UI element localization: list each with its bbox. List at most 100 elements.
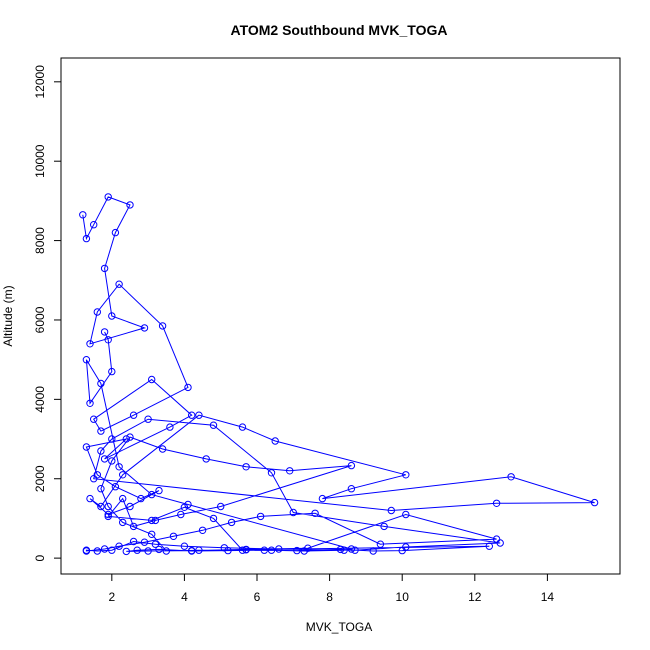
chart-title: ATOM2 Southbound MVK_TOGA — [231, 22, 448, 38]
data-point — [79, 211, 87, 219]
data-point — [82, 234, 91, 243]
data-point — [82, 356, 91, 364]
data-point — [119, 494, 127, 503]
data-point — [133, 546, 141, 554]
data-point — [177, 510, 185, 519]
data-point — [86, 494, 94, 503]
data-point — [293, 546, 301, 555]
data-point — [100, 455, 109, 463]
data-point — [82, 547, 91, 555]
data-point — [115, 542, 123, 550]
y-tick-label: 6000 — [33, 306, 47, 333]
data-point — [100, 545, 109, 553]
data-point — [108, 546, 116, 554]
data-point — [227, 518, 236, 527]
data-point — [122, 435, 131, 443]
x-tick-label: 14 — [541, 590, 555, 604]
data-point — [209, 421, 218, 429]
data-point — [97, 379, 105, 388]
data-point — [93, 547, 102, 555]
data-point — [286, 467, 294, 475]
data-point — [188, 411, 196, 419]
data-point — [122, 547, 131, 556]
data-point — [336, 545, 345, 554]
data-point — [108, 367, 116, 376]
data-point — [155, 545, 163, 554]
x-tick-label: 8 — [326, 590, 333, 604]
data-point — [242, 463, 250, 471]
data-point — [351, 546, 359, 554]
data-point — [256, 512, 265, 521]
data-point — [100, 264, 109, 273]
data-point — [97, 485, 105, 493]
data-point — [108, 312, 116, 320]
y-tick-label: 2000 — [33, 465, 47, 492]
data-point — [104, 336, 112, 344]
data-point — [144, 547, 152, 555]
data-point — [260, 546, 268, 554]
data-point — [90, 415, 98, 423]
x-tick-label: 4 — [181, 590, 188, 604]
x-axis: 2 4 6 8 10 12 14 — [108, 573, 555, 604]
data-point — [289, 508, 297, 517]
y-tick-label: 4000 — [33, 386, 47, 413]
profile-line — [82, 196, 595, 552]
data-point — [195, 411, 203, 419]
data-point — [100, 328, 109, 336]
data-point — [148, 516, 156, 525]
data-point — [104, 502, 112, 511]
data-point — [111, 228, 120, 237]
x-tick-label: 2 — [108, 590, 115, 604]
data-point — [151, 516, 160, 525]
y-tick-label: 8000 — [33, 227, 47, 254]
data-point — [169, 532, 178, 540]
y-tick-label: 10000 — [33, 144, 47, 178]
data-point — [137, 494, 145, 503]
data-point — [380, 522, 388, 531]
data-point — [90, 221, 98, 229]
data-point — [108, 457, 116, 465]
data-point — [202, 455, 210, 463]
data-point — [180, 542, 189, 550]
data-point — [238, 546, 247, 554]
data-point — [158, 322, 167, 330]
data-point — [311, 509, 319, 517]
data-point — [148, 530, 156, 538]
data-point — [104, 510, 112, 519]
data-point — [93, 308, 102, 316]
data-point — [492, 499, 501, 507]
data-point — [271, 437, 279, 445]
data-point — [318, 494, 327, 503]
x-tick-label: 12 — [468, 590, 482, 604]
data-point — [242, 546, 250, 554]
x-tick-label: 10 — [396, 590, 410, 604]
data-point — [158, 445, 167, 453]
data-point — [148, 375, 156, 384]
data-point — [398, 546, 406, 555]
data-point — [198, 526, 207, 534]
data-point — [126, 502, 134, 511]
data-point — [347, 545, 356, 553]
data-point — [140, 538, 149, 546]
data-point — [387, 506, 395, 515]
data-point — [376, 540, 385, 548]
data-point — [184, 383, 192, 392]
data-point — [97, 502, 105, 511]
data-point — [90, 475, 98, 483]
data-point — [115, 280, 123, 288]
data-point — [86, 399, 94, 407]
data-point — [119, 471, 127, 479]
data-point — [104, 193, 112, 201]
data-point — [129, 537, 138, 546]
data-point — [119, 518, 127, 527]
data-point — [82, 443, 91, 451]
y-tick-label: 12000 — [33, 65, 47, 99]
data-point — [129, 522, 138, 531]
data-point — [162, 547, 171, 555]
data-point — [184, 500, 192, 509]
data-point — [209, 514, 218, 523]
data-point — [195, 546, 203, 554]
data-point — [275, 545, 283, 553]
data-point — [86, 340, 94, 348]
